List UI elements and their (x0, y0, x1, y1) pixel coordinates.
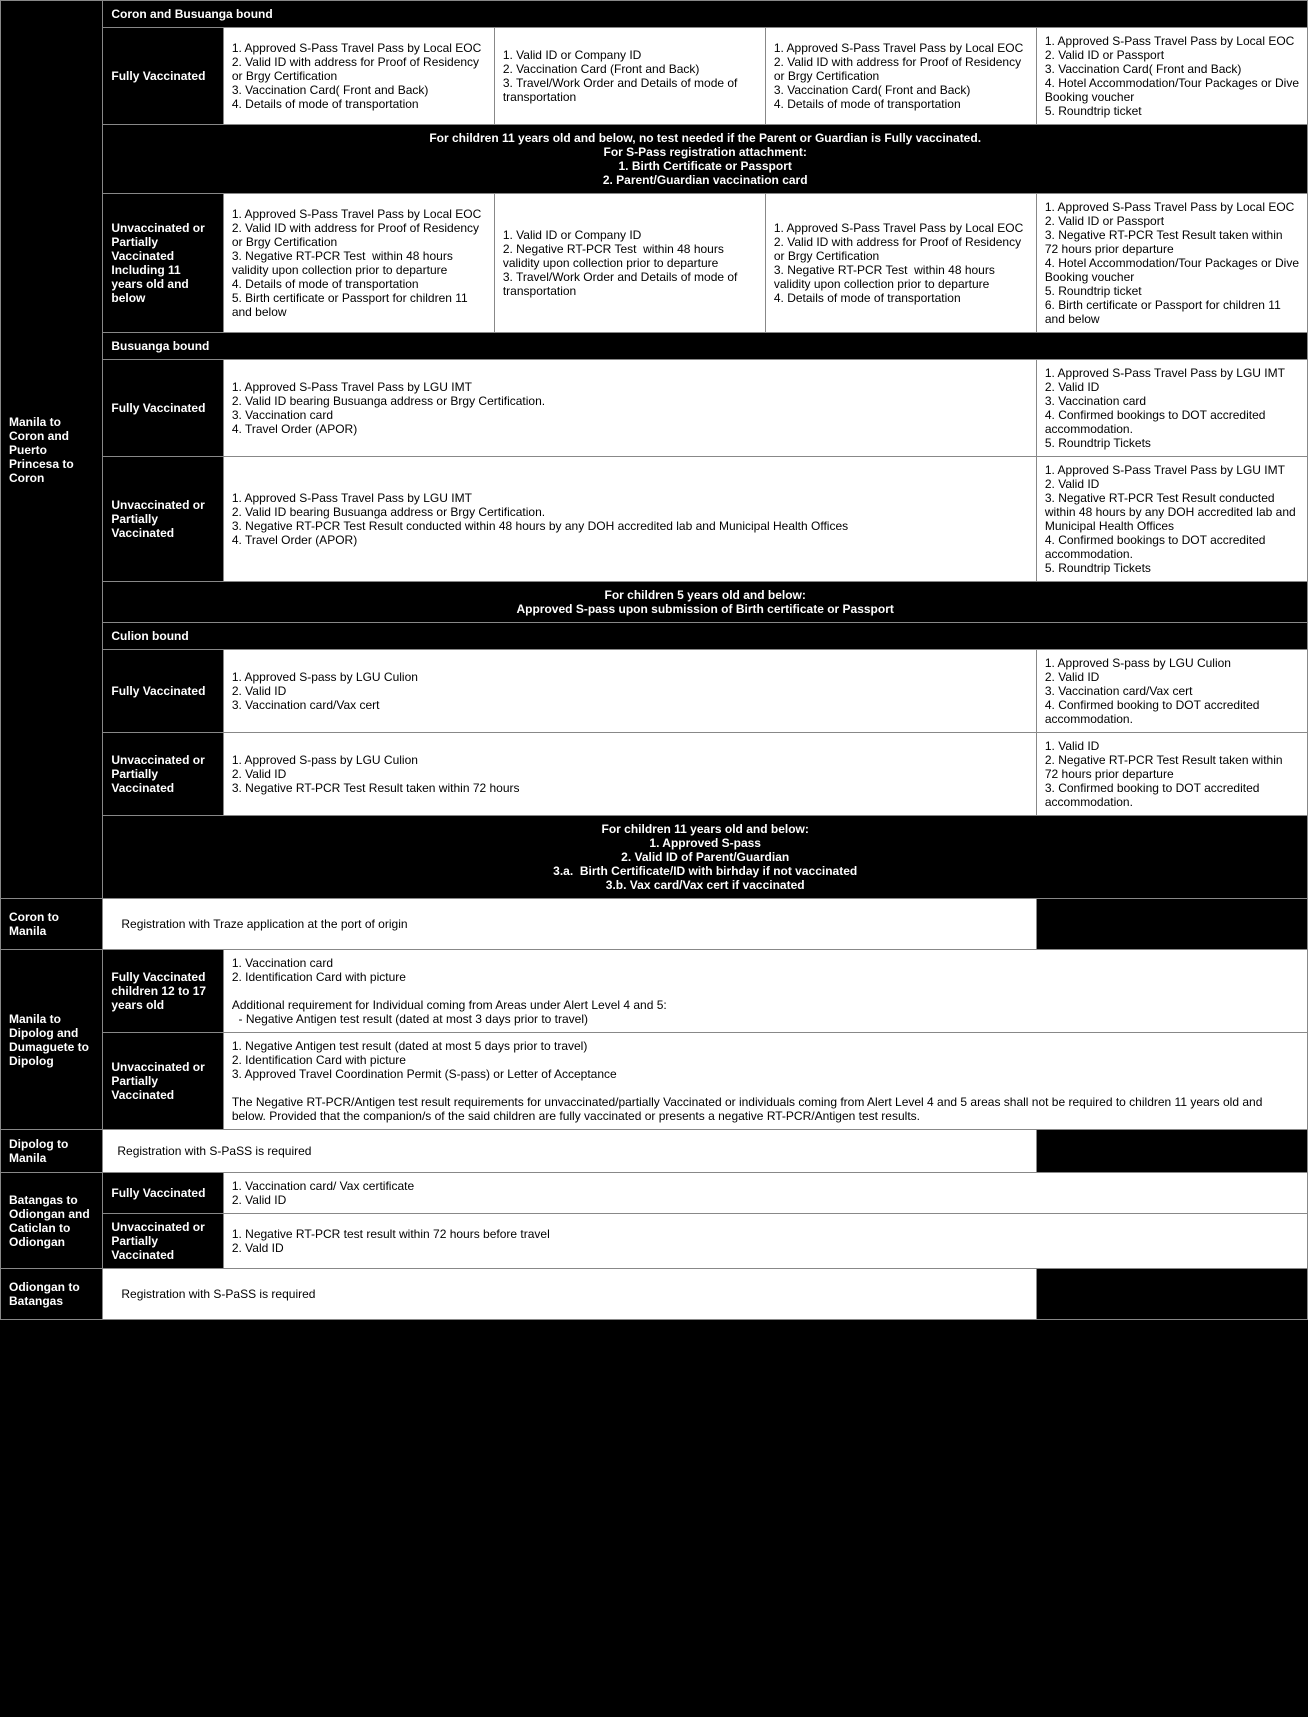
coron-fv-c1: 1. Approved S-Pass Travel Pass by Local … (223, 28, 494, 125)
batangas-fv-text: 1. Vaccination card/ Vax certificate 2. … (223, 1173, 1307, 1214)
odiongan-batangas-blank (1036, 1269, 1307, 1320)
busuanga-fv-c4: 1. Approved S-Pass Travel Pass by LGU IM… (1036, 360, 1307, 457)
coron-manila-blank (1036, 899, 1307, 950)
culion-fv-label: Fully Vaccinated (103, 650, 223, 733)
dipolog-fv-label: Fully Vaccinated children 12 to 17 years… (103, 950, 223, 1033)
coron-busuanga-header: Coron and Busuanga bound (103, 1, 1308, 28)
busuanga-uv-c4: 1. Approved S-Pass Travel Pass by LGU IM… (1036, 457, 1307, 582)
culion-fv-span: 1. Approved S-pass by LGU Culion 2. Vali… (223, 650, 1036, 733)
batangas-uv-label: Unvaccinated or Partially Vaccinated (103, 1214, 223, 1269)
culion-uv-span: 1. Approved S-pass by LGU Culion 2. Vali… (223, 733, 1036, 816)
coron-uv-label: Unvaccinated or Partially Vaccinated Inc… (103, 194, 223, 333)
coron-fv-c3: 1. Approved S-Pass Travel Pass by Local … (765, 28, 1036, 125)
culion-header: Culion bound (103, 623, 1308, 650)
busuanga-uv-label: Unvaccinated or Partially Vaccinated (103, 457, 223, 582)
batangas-uv-text: 1. Negative RT-PCR test result within 72… (223, 1214, 1307, 1269)
busuanga-fv-label: Fully Vaccinated (103, 360, 223, 457)
route-batangas-odiongan: Batangas to Odiongan and Caticlan to Odi… (1, 1173, 103, 1269)
route-dipolog: Manila to Dipolog and Dumaguete to Dipol… (1, 950, 103, 1130)
route-odiongan-batangas: Odiongan to Batangas (1, 1269, 103, 1320)
batangas-fv-label: Fully Vaccinated (103, 1173, 223, 1214)
coron-fv-label: Fully Vaccinated (103, 28, 223, 125)
dipolog-manila-text: Registration with S-PaSS is required (103, 1130, 1037, 1173)
coron-fv-c4: 1. Approved S-Pass Travel Pass by Local … (1036, 28, 1307, 125)
dipolog-fv-text: 1. Vaccination card 2. Identification Ca… (223, 950, 1307, 1033)
route-dipolog-manila: Dipolog to Manila (1, 1130, 103, 1173)
coron-uv-c1: 1. Approved S-Pass Travel Pass by Local … (223, 194, 494, 333)
culion-children-note: For children 11 years old and below: 1. … (103, 816, 1308, 899)
busuanga-uv-span: 1. Approved S-Pass Travel Pass by LGU IM… (223, 457, 1036, 582)
coron-uv-c3: 1. Approved S-Pass Travel Pass by Local … (765, 194, 1036, 333)
coron-children-note: For children 11 years old and below, no … (103, 125, 1308, 194)
dipolog-uv-text: 1. Negative Antigen test result (dated a… (223, 1033, 1307, 1130)
coron-fv-c2: 1. Valid ID or Company ID 2. Vaccination… (494, 28, 765, 125)
culion-uv-c4: 1. Valid ID 2. Negative RT-PCR Test Resu… (1036, 733, 1307, 816)
dipolog-uv-label: Unvaccinated or Partially Vaccinated (103, 1033, 223, 1130)
route-coron-manila: Coron to Manila (1, 899, 103, 950)
busuanga-header: Busuanga bound (103, 333, 1308, 360)
coron-uv-c2: 1. Valid ID or Company ID 2. Negative RT… (494, 194, 765, 333)
route-mnl-coron: Manila to Coron and Puerto Princesa to C… (1, 1, 103, 899)
coron-uv-c4: 1. Approved S-Pass Travel Pass by Local … (1036, 194, 1307, 333)
dipolog-manila-blank (1036, 1130, 1307, 1173)
culion-fv-c4: 1. Approved S-pass by LGU Culion 2. Vali… (1036, 650, 1307, 733)
coron-manila-text: Registration with Traze application at t… (103, 899, 1037, 950)
busuanga-children-note: For children 5 years old and below: Appr… (103, 582, 1308, 623)
travel-requirements-table: Manila to Coron and Puerto Princesa to C… (0, 0, 1308, 1320)
culion-uv-label: Unvaccinated or Partially Vaccinated (103, 733, 223, 816)
odiongan-batangas-text: Registration with S-PaSS is required (103, 1269, 1037, 1320)
busuanga-fv-span: 1. Approved S-Pass Travel Pass by LGU IM… (223, 360, 1036, 457)
